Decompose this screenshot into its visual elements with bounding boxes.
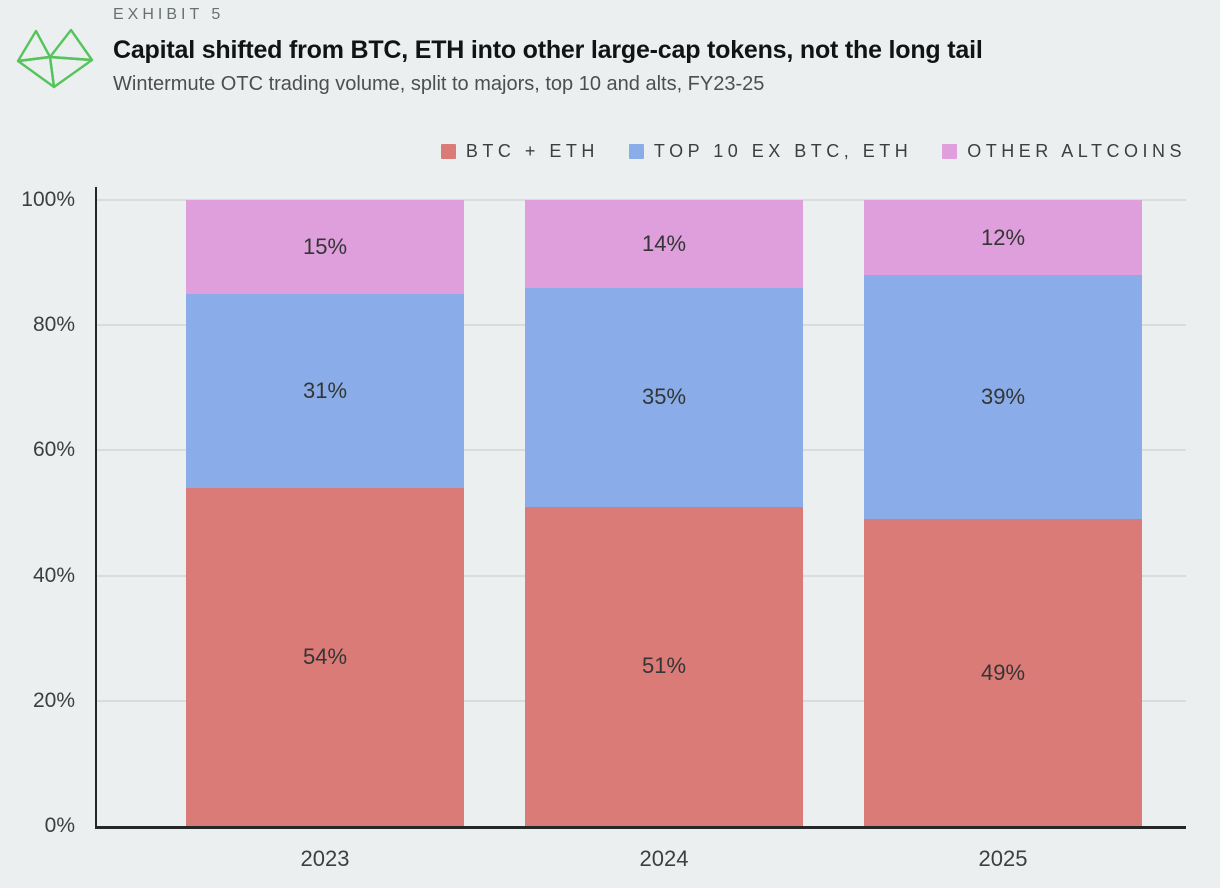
bar-segment: 49% xyxy=(864,519,1142,826)
x-axis-label: 2024 xyxy=(639,846,689,871)
bar-segment: 35% xyxy=(525,287,803,507)
bar-value-label: 15% xyxy=(302,233,348,259)
legend-label: TOP 10 EX BTC, ETH xyxy=(653,141,913,161)
bar-2023: 15% 31% 54% xyxy=(186,200,464,826)
legend-swatch-icon xyxy=(628,144,644,159)
bar-2024: 14% 35% 51% xyxy=(525,200,803,826)
x-axis-label: 2025 xyxy=(978,846,1028,871)
page-title: Capital shifted from BTC, ETH into other… xyxy=(113,36,983,64)
y-axis-tick-label: 20% xyxy=(32,688,75,712)
bar-segment: 54% xyxy=(186,487,464,826)
chart-header: EXHIBIT 5 Capital shifted from BTC, ETH … xyxy=(113,6,1203,96)
wintermute-logo-icon xyxy=(14,28,96,95)
bar-value-label: 54% xyxy=(302,643,348,669)
x-axis-label: 2023 xyxy=(300,846,350,871)
page-subtitle: Wintermute OTC trading volume, split to … xyxy=(113,73,765,95)
y-axis-tick-label: 100% xyxy=(21,188,75,211)
legend: BTC + ETH TOP 10 EX BTC, ETH OTHER ALTCO… xyxy=(440,141,1186,162)
bar-value-label: 39% xyxy=(980,384,1026,410)
bar-value-label: 31% xyxy=(302,377,348,403)
legend-item-top10: TOP 10 EX BTC, ETH xyxy=(628,141,913,162)
bar-value-label: 49% xyxy=(980,659,1026,685)
bar-value-label: 14% xyxy=(641,230,687,256)
y-axis-line xyxy=(95,187,97,829)
legend-label: BTC + ETH xyxy=(465,141,599,161)
y-axis-tick-label: 80% xyxy=(32,313,75,337)
bar-segment: 14% xyxy=(525,200,803,288)
legend-swatch-icon xyxy=(440,144,456,159)
bar-segment: 12% xyxy=(864,200,1142,276)
y-axis-tick-label: 40% xyxy=(32,563,75,587)
plot-area: 0% 20% 40% 60% 80% 100% 15% 31% 54% 2023 14% 35% 51%… xyxy=(21,187,1186,871)
bar-segment: 51% xyxy=(525,506,803,826)
bar-value-label: 51% xyxy=(641,653,687,679)
gridline xyxy=(97,199,1186,201)
bar-2025: 12% 39% 49% xyxy=(864,200,1142,826)
bar-value-label: 35% xyxy=(641,384,687,410)
legend-item-other-altcoins: OTHER ALTCOINS xyxy=(942,141,1186,162)
bar-value-label: 12% xyxy=(980,224,1026,250)
exhibit-label: EXHIBIT 5 xyxy=(113,6,225,23)
legend-item-btc-eth: BTC + ETH xyxy=(440,141,599,162)
y-axis-tick-label: 60% xyxy=(32,438,75,462)
x-axis-line xyxy=(95,826,1186,829)
legend-swatch-icon xyxy=(942,144,958,159)
bar-segment: 15% xyxy=(186,200,464,294)
bar-segment: 39% xyxy=(864,275,1142,520)
y-axis-tick-label: 0% xyxy=(44,814,75,837)
legend-label: OTHER ALTCOINS xyxy=(967,141,1186,161)
bar-segment: 31% xyxy=(186,293,464,488)
